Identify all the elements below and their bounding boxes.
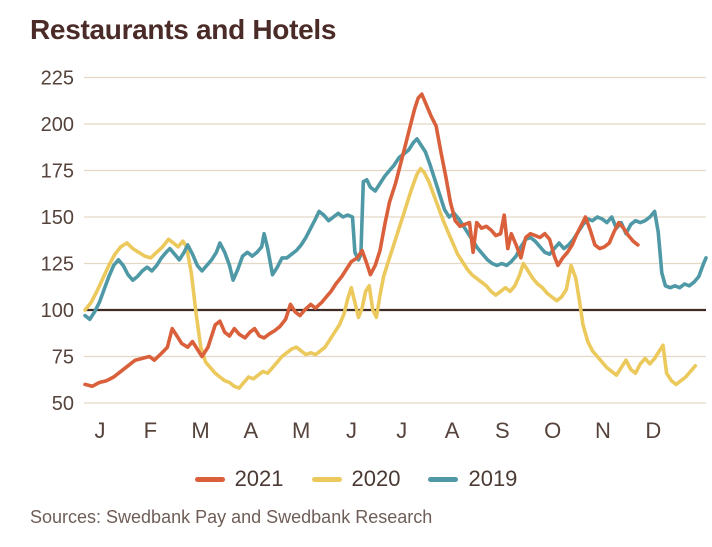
x-tick-label-10: O xyxy=(544,418,561,443)
x-tick-label-11: N xyxy=(595,418,611,443)
x-tick-label-1: J xyxy=(95,418,106,443)
y-tick-label-50: 50 xyxy=(52,393,74,415)
x-tick-label-12: D xyxy=(645,418,661,443)
legend-label-2021: 2021 xyxy=(234,466,284,491)
y-tick-label-150: 150 xyxy=(41,207,74,229)
legend-item-2019: 2019 xyxy=(428,466,517,492)
y-tick-label-100: 100 xyxy=(41,300,74,322)
legend-label-2020: 2020 xyxy=(351,466,401,491)
y-tick-label-175: 175 xyxy=(41,161,74,183)
legend-swatch-2021 xyxy=(194,476,225,482)
legend-swatch-2019 xyxy=(428,476,459,482)
y-tick-label-125: 125 xyxy=(41,254,74,276)
series-line-2019 xyxy=(83,137,708,322)
legend-item-2021: 2021 xyxy=(194,466,284,492)
series-line-2021 xyxy=(83,92,640,389)
chart-title: Restaurants and Hotels xyxy=(30,14,337,45)
y-tick-label-200: 200 xyxy=(41,114,74,136)
x-tick-label-5: M xyxy=(292,418,310,443)
y-tick-label-75: 75 xyxy=(52,347,74,369)
legend-label-2019: 2019 xyxy=(468,466,518,491)
legend-item-2020: 2020 xyxy=(311,466,401,492)
chart-legend: 2021 2020 2019 xyxy=(0,466,712,492)
x-tick-label-9: S xyxy=(495,418,510,443)
x-tick-label-6: J xyxy=(346,418,357,443)
x-tick-label-7: J xyxy=(396,418,407,443)
source-text: Sources: Swedbank Pay and Swedbank Resea… xyxy=(30,507,433,527)
y-tick-label-225: 225 xyxy=(41,68,74,90)
legend-swatch-2020 xyxy=(311,476,342,482)
chart-canvas: 50 75 100 125 150 175 200 225 J F M A M J J A S O N D xyxy=(41,68,708,443)
x-tick-label-2: F xyxy=(144,418,157,443)
x-tick-label-4: A xyxy=(244,418,259,443)
x-tick-label-8: A xyxy=(445,418,460,443)
x-tick-label-3: M xyxy=(191,418,209,443)
